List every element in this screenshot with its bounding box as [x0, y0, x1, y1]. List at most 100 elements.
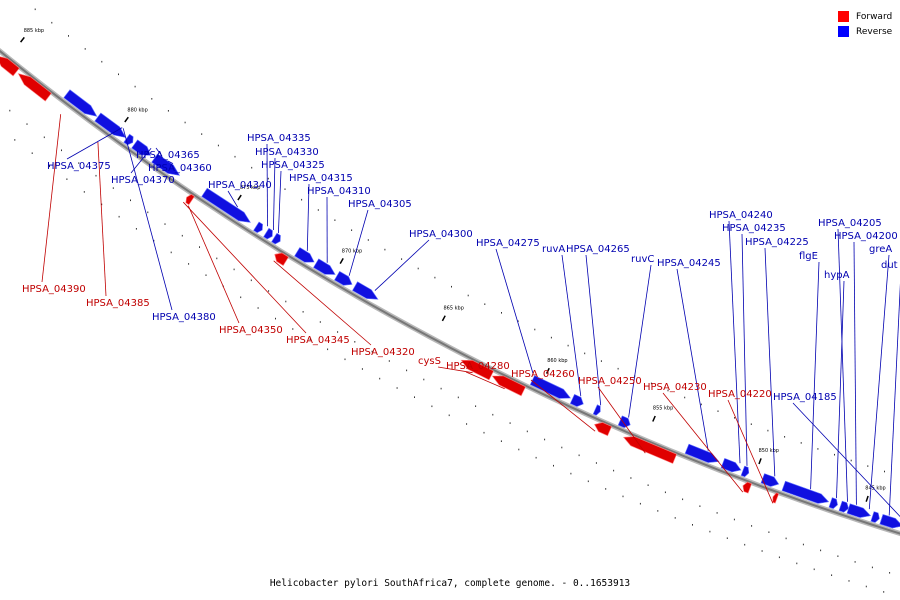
minor-tick-dot	[850, 459, 852, 462]
minor-tick-dot	[440, 387, 442, 390]
minor-tick-dot	[130, 199, 131, 202]
minor-tick-dot	[751, 525, 753, 527]
minor-tick-dot	[317, 209, 319, 211]
tick-label: 885 kbp	[24, 28, 44, 34]
minor-tick-dot	[43, 136, 45, 139]
minor-tick-dot	[674, 517, 676, 519]
minor-tick-dot	[657, 510, 659, 512]
gene-arrow	[151, 153, 181, 176]
minor-tick-dot	[457, 396, 459, 399]
minor-tick-dot	[684, 396, 686, 399]
minor-tick-dot	[567, 344, 569, 347]
minor-ticks	[9, 8, 891, 593]
minor-tick-dot	[151, 98, 153, 100]
tick-label: 880 kbp	[127, 108, 147, 114]
minor-tick-dot	[587, 480, 589, 483]
major-tick	[441, 315, 446, 322]
gene-label: HPSA_04250	[578, 376, 642, 387]
minor-tick-dot	[813, 568, 815, 571]
major-ticks: 885 kbp 880 kbp 875 kbp 870 kbp 865 kbp 860 k…	[20, 28, 886, 502]
legend-item-forward: Forward	[838, 9, 892, 24]
minor-tick-dot	[112, 187, 114, 189]
leader-line	[836, 280, 845, 499]
leader-line	[122, 128, 173, 311]
leader-line	[465, 371, 505, 390]
minor-tick-dot	[201, 133, 203, 135]
minor-tick-dot	[361, 368, 363, 370]
minor-tick-dot	[423, 378, 425, 381]
minor-tick-dot	[384, 248, 386, 251]
backbone-line	[0, 49, 900, 535]
minor-tick-dot	[761, 550, 763, 552]
minor-tick-dot	[517, 320, 519, 322]
minor-tick-dot	[605, 488, 607, 490]
minor-tick-dot	[800, 442, 802, 444]
gene-label: HPSA_04340	[208, 180, 272, 191]
minor-tick-dot	[475, 405, 477, 407]
minor-tick-dot	[327, 348, 329, 351]
leader-line	[837, 228, 848, 502]
minor-tick-dot	[784, 436, 786, 438]
minor-tick-dot	[417, 267, 419, 270]
gene-label: HPSA_04350	[219, 325, 283, 336]
gene-arrow	[334, 270, 353, 286]
leader-line	[130, 148, 152, 174]
minor-tick-dot	[301, 198, 303, 201]
leader-line	[792, 402, 900, 517]
leader-line	[597, 386, 646, 454]
leader-line	[662, 392, 744, 493]
minor-tick-dot	[66, 178, 68, 180]
gene-label: HPSA_04220	[708, 389, 772, 400]
leader-line	[810, 261, 820, 490]
minor-tick-dot	[451, 285, 452, 288]
gene-arrow	[274, 252, 289, 266]
minor-tick-dot	[61, 149, 62, 152]
leader-line	[306, 183, 310, 251]
gene-label: HPSA_04345	[286, 335, 350, 346]
minor-tick-dot	[78, 162, 80, 164]
minor-tick-dot	[431, 405, 433, 408]
gene-arrow	[828, 497, 838, 509]
gene-arrow	[569, 394, 584, 407]
minor-tick-dot	[871, 566, 873, 569]
gene-arrow	[760, 473, 780, 487]
gene-arrow	[201, 187, 251, 223]
gene-label: HPSA_04245	[657, 258, 721, 269]
leader-line	[628, 264, 652, 418]
minor-tick-dot	[709, 530, 711, 533]
minor-tick-dot	[167, 110, 169, 112]
minor-tick-dot	[51, 21, 53, 24]
minor-tick-dot	[388, 360, 390, 362]
gene-label: HPSA_04305	[348, 199, 412, 210]
minor-tick-dot	[268, 290, 270, 292]
minor-tick-dot	[233, 268, 235, 271]
major-tick	[545, 367, 550, 374]
legend-item-reverse: Reverse	[838, 24, 892, 39]
leader-line	[374, 239, 430, 291]
gene-label: HPSA_04335	[247, 133, 311, 144]
gene-arrow	[742, 481, 752, 494]
leader-line	[495, 248, 534, 374]
legend: Forward Reverse	[838, 9, 892, 39]
gene-label: HPSA_04260	[511, 369, 575, 380]
minor-tick-dot	[647, 484, 649, 486]
leader-line	[66, 127, 123, 160]
minor-tick-dot	[817, 448, 819, 450]
minor-tick-dot	[205, 274, 207, 276]
minor-tick-dot	[379, 377, 381, 380]
gene-arrow	[271, 232, 281, 245]
minor-tick-dot	[26, 123, 28, 125]
leader-line	[741, 233, 748, 466]
gene-label: ruvC	[631, 254, 654, 265]
minor-tick-dot	[483, 431, 485, 434]
leader-line	[728, 220, 741, 464]
minor-tick-dot	[240, 296, 242, 299]
minor-tick-dot	[837, 555, 839, 557]
minor-tick-dot	[217, 144, 219, 147]
gene-label: flgE	[799, 251, 818, 262]
leader-line	[348, 209, 369, 276]
minor-tick-dot	[95, 174, 97, 177]
gene-arrow	[846, 503, 872, 518]
tick-label: 850 kbp	[759, 448, 779, 454]
leader-line	[167, 160, 174, 164]
